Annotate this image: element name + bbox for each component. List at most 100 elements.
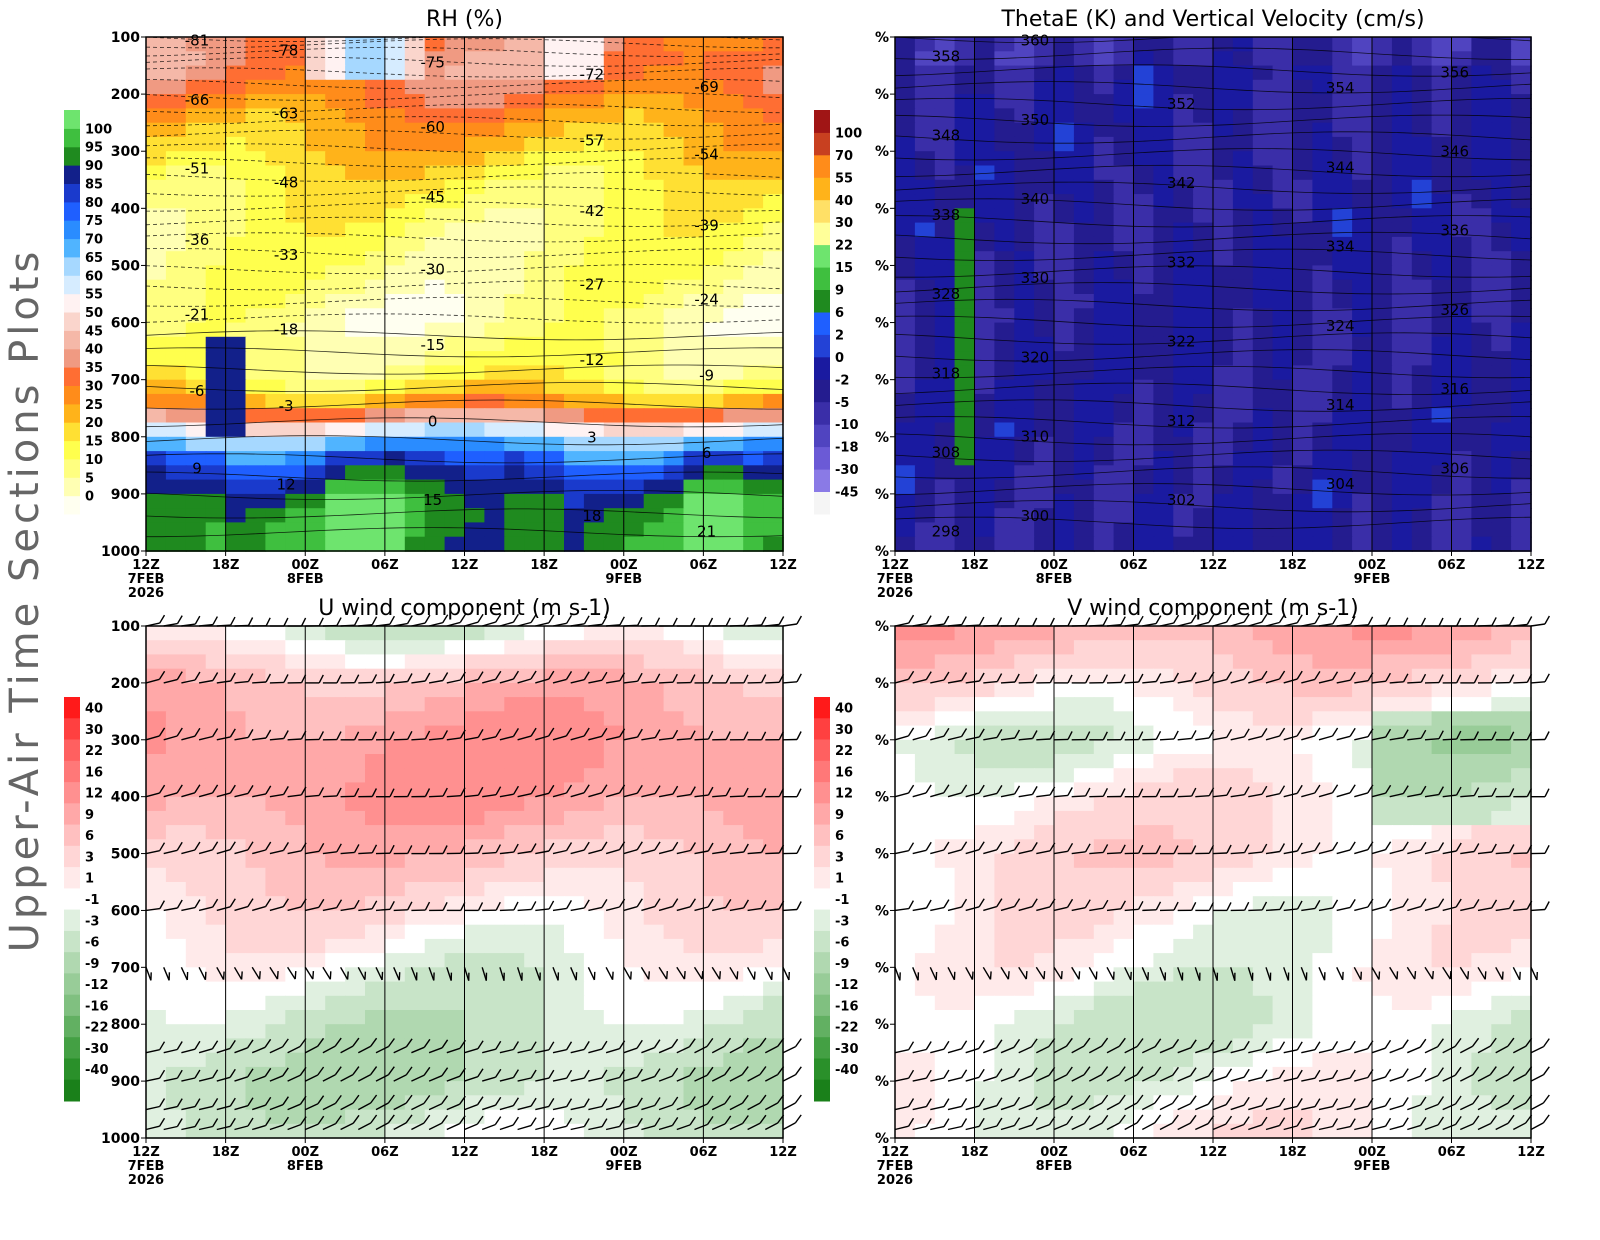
date-label: 8FEB — [287, 572, 324, 587]
contour-label: -54 — [694, 145, 719, 163]
colorbar-swatch — [64, 973, 80, 995]
contour-label: 350 — [1021, 111, 1050, 129]
colorbar-label: 35 — [85, 361, 103, 376]
wind-barb — [783, 1123, 795, 1130]
colorbar-label: 75 — [85, 214, 103, 229]
colorbar-swatch — [64, 1016, 80, 1038]
contour-label: 9 — [192, 460, 202, 478]
colorbar-swatch — [814, 952, 830, 974]
colorbar-label: 45 — [85, 324, 103, 339]
colorbar-label: 10 — [85, 453, 103, 468]
colorbar-label: 22 — [85, 744, 103, 759]
y-tick-label: % — [875, 1017, 889, 1033]
wind-barb — [358, 853, 372, 854]
y-tick-label: 900 — [111, 1074, 140, 1090]
contour-label: 298 — [932, 523, 961, 541]
colorbar-swatch — [64, 1059, 80, 1081]
colorbar-swatch — [64, 459, 80, 478]
colorbar-label: -40 — [835, 1063, 859, 1078]
contour-label: -30 — [420, 261, 445, 279]
colorbar-swatch — [64, 995, 80, 1017]
wind-barb — [1019, 682, 1033, 683]
colorbar-label: -1 — [835, 893, 849, 908]
contour-label: 306 — [1440, 459, 1469, 477]
colorbar-swatch — [64, 825, 80, 847]
wind-barb — [518, 909, 532, 910]
wind-barb — [1407, 682, 1421, 683]
colorbar-swatch — [814, 1059, 830, 1081]
contour-label: -24 — [694, 291, 719, 309]
x-tick-label: 18Z — [961, 1145, 989, 1160]
colorbar-label: -5 — [835, 396, 849, 411]
x-tick-label: 00Z — [291, 558, 319, 573]
colorbar-swatch — [814, 910, 830, 932]
wind-barb — [1142, 739, 1156, 740]
wind-barb — [1107, 853, 1121, 854]
contour-label: -6 — [190, 382, 205, 400]
wind-barb — [1513, 682, 1527, 683]
y-tick-label: 600 — [111, 316, 140, 332]
contour-label: 21 — [697, 523, 716, 541]
colorbar-swatch — [814, 379, 830, 402]
contour-label: 308 — [932, 444, 961, 462]
colorbar-label: -30 — [835, 1042, 859, 1057]
colorbar-label: 25 — [85, 398, 103, 413]
colorbar-label: 95 — [85, 141, 103, 156]
colorbar-swatch — [64, 846, 80, 868]
colorbar-swatch — [814, 402, 830, 425]
colorbar-label: -10 — [835, 418, 859, 433]
contour-label: 314 — [1326, 396, 1355, 414]
x-tick-label: 00Z — [1358, 1145, 1386, 1160]
colorbar-label: -30 — [835, 463, 859, 478]
wind-barb — [765, 853, 779, 854]
x-tick-label: 18Z — [1279, 1145, 1307, 1160]
contour-label: 318 — [932, 364, 961, 382]
contour-label: 324 — [1326, 317, 1355, 335]
colorbar-label: 55 — [85, 288, 103, 303]
y-axis: %%%%%%%%%% — [875, 30, 895, 560]
y-tick-label: 100 — [111, 619, 140, 635]
y-tick-label: % — [875, 1074, 889, 1090]
colorbar-swatch — [64, 1037, 80, 1059]
contour-label: 3 — [587, 428, 597, 446]
colorbar-label: 100 — [85, 122, 112, 137]
x-tick-label: 18Z — [1279, 558, 1307, 573]
y-tick-label: % — [875, 619, 889, 635]
wind-barb — [1248, 910, 1262, 911]
colorbar-swatch — [814, 888, 830, 910]
contour-label: -36 — [185, 231, 210, 249]
x-tick-label: 12Z — [1517, 558, 1545, 573]
wind-barb — [783, 682, 797, 683]
date-label: 7FEB — [128, 572, 165, 587]
colorbar-label: -9 — [85, 957, 99, 972]
colorbar-label: 85 — [85, 178, 103, 193]
contour-label: -57 — [580, 132, 605, 150]
colorbar-label: -9 — [835, 957, 849, 972]
wind-barb — [270, 682, 284, 683]
colorbar-swatch — [814, 846, 830, 868]
colorbar-label: -22 — [835, 1021, 859, 1036]
contour-label: 346 — [1440, 143, 1469, 161]
colorbar-swatch — [64, 441, 80, 460]
colorbar-swatch — [64, 1080, 80, 1102]
colorbar-label: 6 — [85, 829, 94, 844]
colorbar-swatch — [64, 888, 80, 910]
y-tick-label: % — [875, 487, 889, 503]
colorbar-label: 0 — [835, 351, 844, 366]
wind-barb — [1178, 796, 1192, 797]
colorbar-label: 80 — [85, 196, 103, 211]
colorbar-label: 30 — [835, 216, 853, 231]
wind-barb — [1231, 853, 1245, 854]
y-tick-label: % — [875, 430, 889, 446]
contour-label: -75 — [420, 53, 445, 71]
wind-barb — [783, 1103, 795, 1110]
colorbar-swatch — [64, 422, 80, 441]
wind-barb — [730, 796, 744, 797]
colorbar-label: 30 — [85, 380, 103, 395]
x-tick-label: 00Z — [610, 558, 638, 573]
y-tick-label: 700 — [111, 373, 140, 389]
colorbar-swatch — [64, 349, 80, 368]
colorbar-label: 90 — [85, 159, 103, 174]
